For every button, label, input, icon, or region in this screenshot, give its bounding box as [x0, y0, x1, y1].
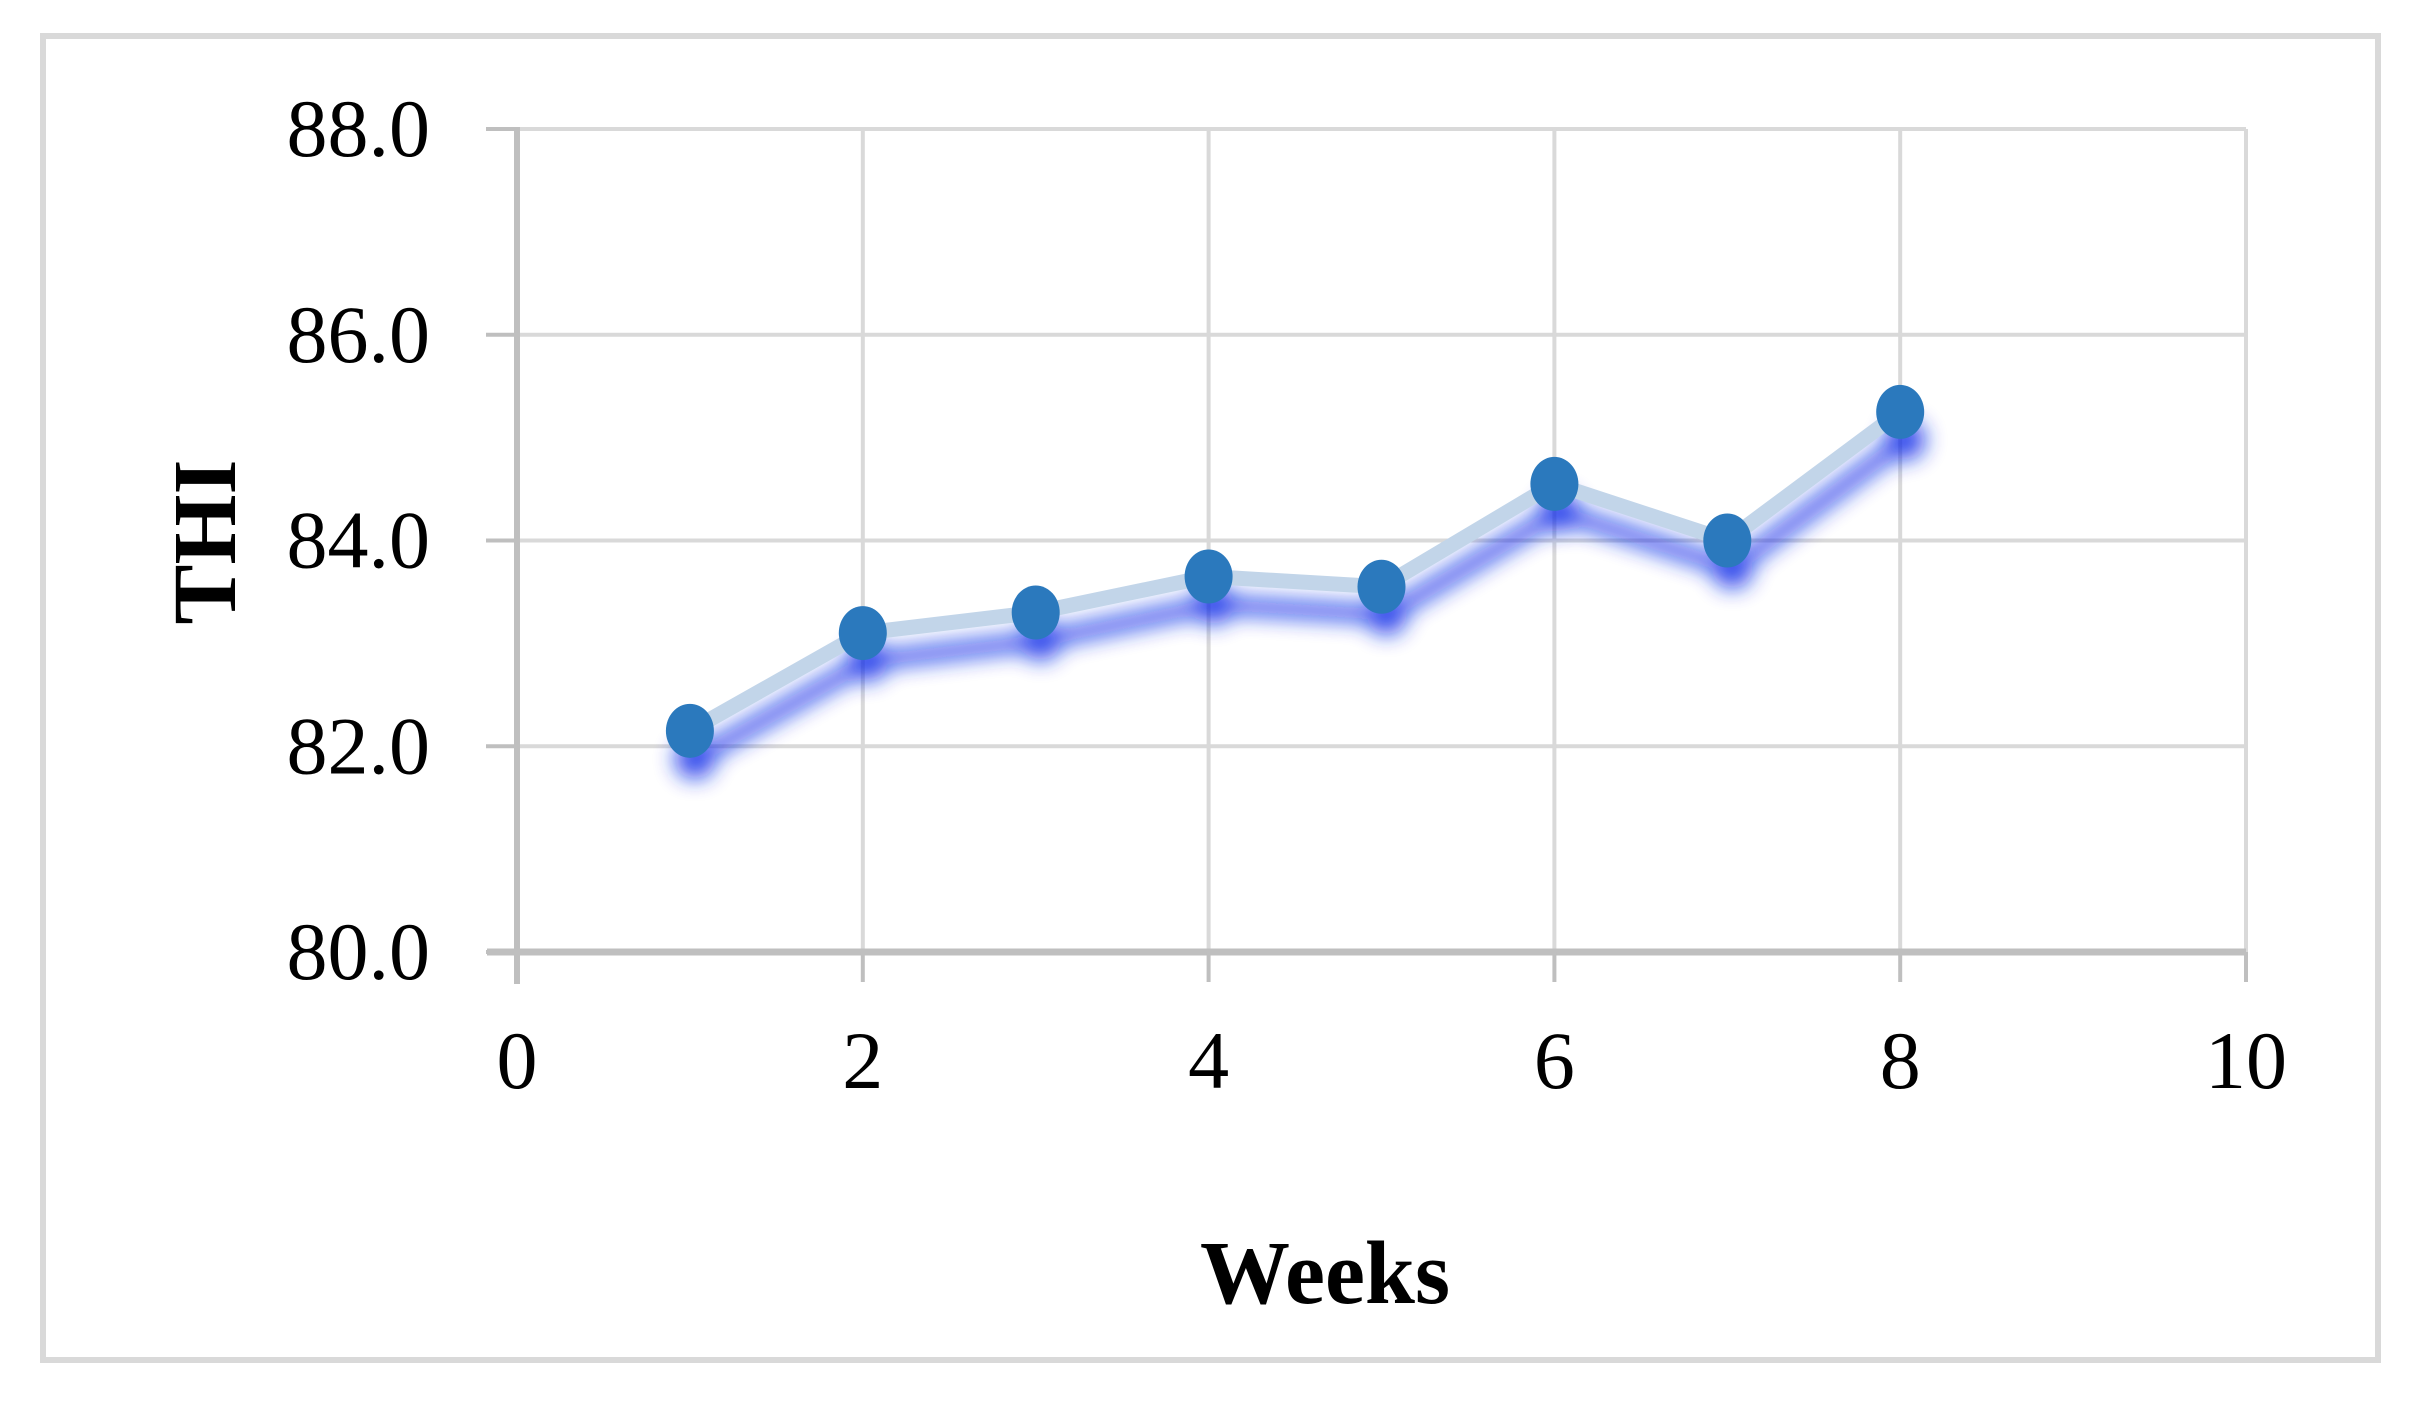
series-line	[682, 404, 1908, 739]
y-axis-title: THI	[156, 459, 255, 624]
data-point-marker	[1530, 456, 1579, 511]
data-point-marker	[1876, 384, 1925, 439]
x-tick-label: 4	[1188, 1015, 1229, 1106]
y-tick-label: 82.0	[287, 700, 431, 791]
data-point-marker	[1357, 559, 1406, 614]
y-tick-label: 84.0	[287, 495, 431, 586]
series-polyline	[682, 404, 1908, 739]
glow-line	[686, 431, 1914, 767]
x-axis-title: Weeks	[1200, 1224, 1450, 1323]
data-point-marker	[1703, 513, 1752, 568]
data-point-marker	[1011, 585, 1060, 640]
data-point-marker	[1184, 549, 1233, 604]
y-tick-label: 88.0	[287, 83, 431, 174]
data-point-marker	[838, 606, 887, 661]
figure-border	[40, 33, 2381, 1363]
data-point-marker	[665, 703, 714, 758]
x-tick-label: 6	[1534, 1015, 1575, 1106]
series-markers	[665, 384, 1925, 758]
gridlines	[517, 127, 2248, 952]
x-tick-label: 2	[842, 1015, 883, 1106]
x-tick-label: 10	[2205, 1015, 2287, 1106]
x-tick-label: 0	[497, 1015, 538, 1106]
y-tick-label: 86.0	[287, 289, 431, 380]
axes	[486, 127, 2248, 984]
y-tick-label: 80.0	[287, 906, 431, 997]
tick-labels: 80.0 82.0 84.0 86.0 88.0 0 2 4 6 8 10	[287, 83, 2288, 1106]
x-tick-label: 8	[1880, 1015, 1921, 1106]
